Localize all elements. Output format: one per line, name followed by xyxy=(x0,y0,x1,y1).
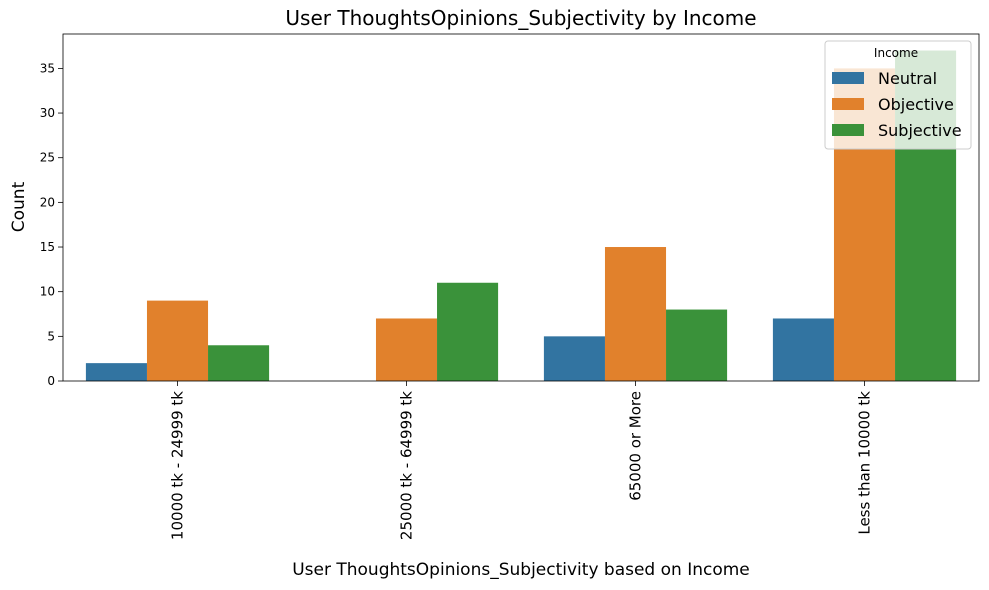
x-tick-label: 25000 tk - 64999 tk xyxy=(398,391,416,540)
legend-swatch-objective xyxy=(832,98,864,110)
bar-subjective-1 xyxy=(208,345,270,381)
y-tick-label: 0 xyxy=(47,374,55,388)
legend-label-neutral: Neutral xyxy=(878,69,937,88)
legend-label-objective: Objective xyxy=(878,95,954,114)
x-axis-label: User ThoughtsOpinions_Subjectivity based… xyxy=(292,560,750,580)
chart-title: User ThoughtsOpinions_Subjectivity by In… xyxy=(285,6,756,30)
y-tick-label: 10 xyxy=(40,285,55,299)
bar-neutral-3 xyxy=(543,336,605,381)
x-tick-label: 10000 tk - 24999 tk xyxy=(169,391,187,540)
legend: Income Neutral Objective Subjective xyxy=(824,40,972,150)
x-tick-label: 65000 or More xyxy=(627,391,645,501)
bar-neutral-1 xyxy=(85,363,147,381)
y-tick-label: 25 xyxy=(40,151,55,165)
legend-title: Income xyxy=(874,46,918,60)
legend-label-subjective: Subjective xyxy=(878,121,962,140)
bar-objective-2 xyxy=(375,318,438,381)
legend-swatch-neutral xyxy=(832,72,864,84)
bar-subjective-2 xyxy=(437,282,499,381)
y-tick-label: 15 xyxy=(40,240,55,254)
bar-objective-3 xyxy=(604,247,667,381)
legend-box xyxy=(824,40,972,150)
legend-swatch-subjective xyxy=(832,124,864,136)
bar-objective-1 xyxy=(146,300,209,381)
plot-frame xyxy=(62,33,980,382)
y-tick-label: 30 xyxy=(40,106,55,120)
x-tick-label: Less than 10000 tk xyxy=(856,391,874,535)
y-axis-label: Count xyxy=(9,181,29,232)
y-tick-label: 5 xyxy=(47,329,55,343)
y-tick-label: 35 xyxy=(40,61,55,75)
bar-subjective-3 xyxy=(666,309,728,381)
y-tick-label: 20 xyxy=(40,195,55,209)
bar-neutral-4 xyxy=(772,318,834,381)
